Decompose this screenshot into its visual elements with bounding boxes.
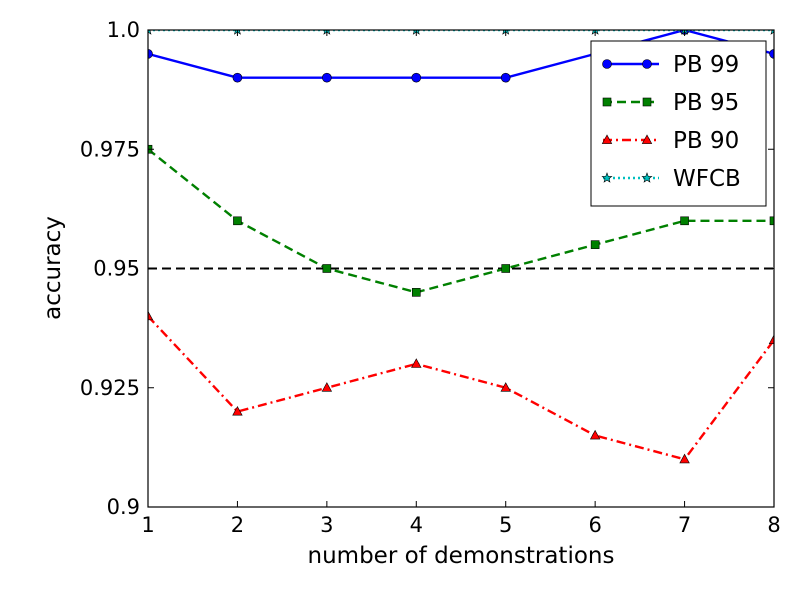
data-point-pb-95: [322, 264, 332, 273]
series-line-pb-90: [148, 315, 774, 461]
y-tick-label: 0.925: [80, 376, 140, 400]
data-point-pb-90: [148, 310, 154, 321]
data-point-pb-95: [590, 240, 600, 249]
legend: PB 99 PB 95 PB 90 WFCB: [590, 40, 767, 207]
data-point-wfcb: [148, 30, 152, 35]
data-point-pb-99: [322, 72, 332, 83]
series-line-pb-99: [148, 30, 774, 79]
data-point-pb-90: [321, 382, 333, 392]
legend-marker-pb-99: [642, 59, 652, 69]
x-axis-title: number of demonstrations: [308, 543, 615, 569]
data-point-pb-95: [233, 216, 242, 226]
data-point-pb-90: [589, 429, 601, 440]
x-tick-label: 1: [141, 513, 154, 537]
data-point-pb-95: [411, 288, 421, 297]
data-point-pb-90: [411, 358, 422, 368]
y-tick-label: 1.0: [107, 18, 140, 42]
data-point-pb-90: [500, 382, 511, 392]
x-tick-label: 6: [588, 513, 601, 537]
y-tick-label: 0.9: [107, 495, 140, 519]
data-point-pb-99: [411, 72, 422, 83]
y-tick-label: 0.95: [93, 257, 140, 281]
x-tick-label: 3: [320, 513, 333, 537]
x-tick-label: 8: [767, 513, 780, 537]
legend-marker-pb-99: [602, 59, 612, 69]
x-tick-label: 7: [678, 513, 691, 537]
data-point-pb-99: [232, 72, 243, 83]
legend-marker-pb-90: [641, 134, 653, 144]
x-tick-label: 2: [231, 513, 244, 537]
data-point-wfcb: [770, 30, 774, 35]
data-point-pb-95: [680, 216, 689, 226]
data-point-pb-90: [768, 334, 774, 344]
series-line-pb-95: [148, 148, 774, 294]
y-tick-label: 0.975: [80, 137, 140, 161]
data-point-pb-95: [501, 264, 511, 273]
legend-marker-wfcb: [601, 172, 613, 183]
data-point-pb-90: [679, 453, 690, 464]
y-axis-title: accuracy: [40, 216, 66, 320]
data-point-pb-99: [148, 49, 153, 59]
legend-box: [590, 40, 767, 207]
data-point-pb-99: [769, 49, 774, 59]
legend-label-pb-90: PB 90: [673, 128, 739, 154]
legend-marker-pb-90: [601, 134, 613, 144]
data-point-pb-90: [232, 405, 243, 416]
legend-marker-pb-95: [642, 97, 652, 107]
x-tick-label: 5: [499, 513, 512, 537]
data-point-pb-99: [500, 72, 511, 83]
legend-marker-pb-95: [602, 97, 612, 107]
legend-marker-wfcb: [641, 172, 653, 183]
legend-label-pb-99: PB 99: [673, 52, 739, 78]
data-point-pb-95: [769, 216, 774, 226]
x-tick-label: 4: [410, 513, 423, 537]
legend-label-wfcb: WFCB: [673, 166, 741, 192]
legend-label-pb-95: PB 95: [673, 90, 739, 116]
